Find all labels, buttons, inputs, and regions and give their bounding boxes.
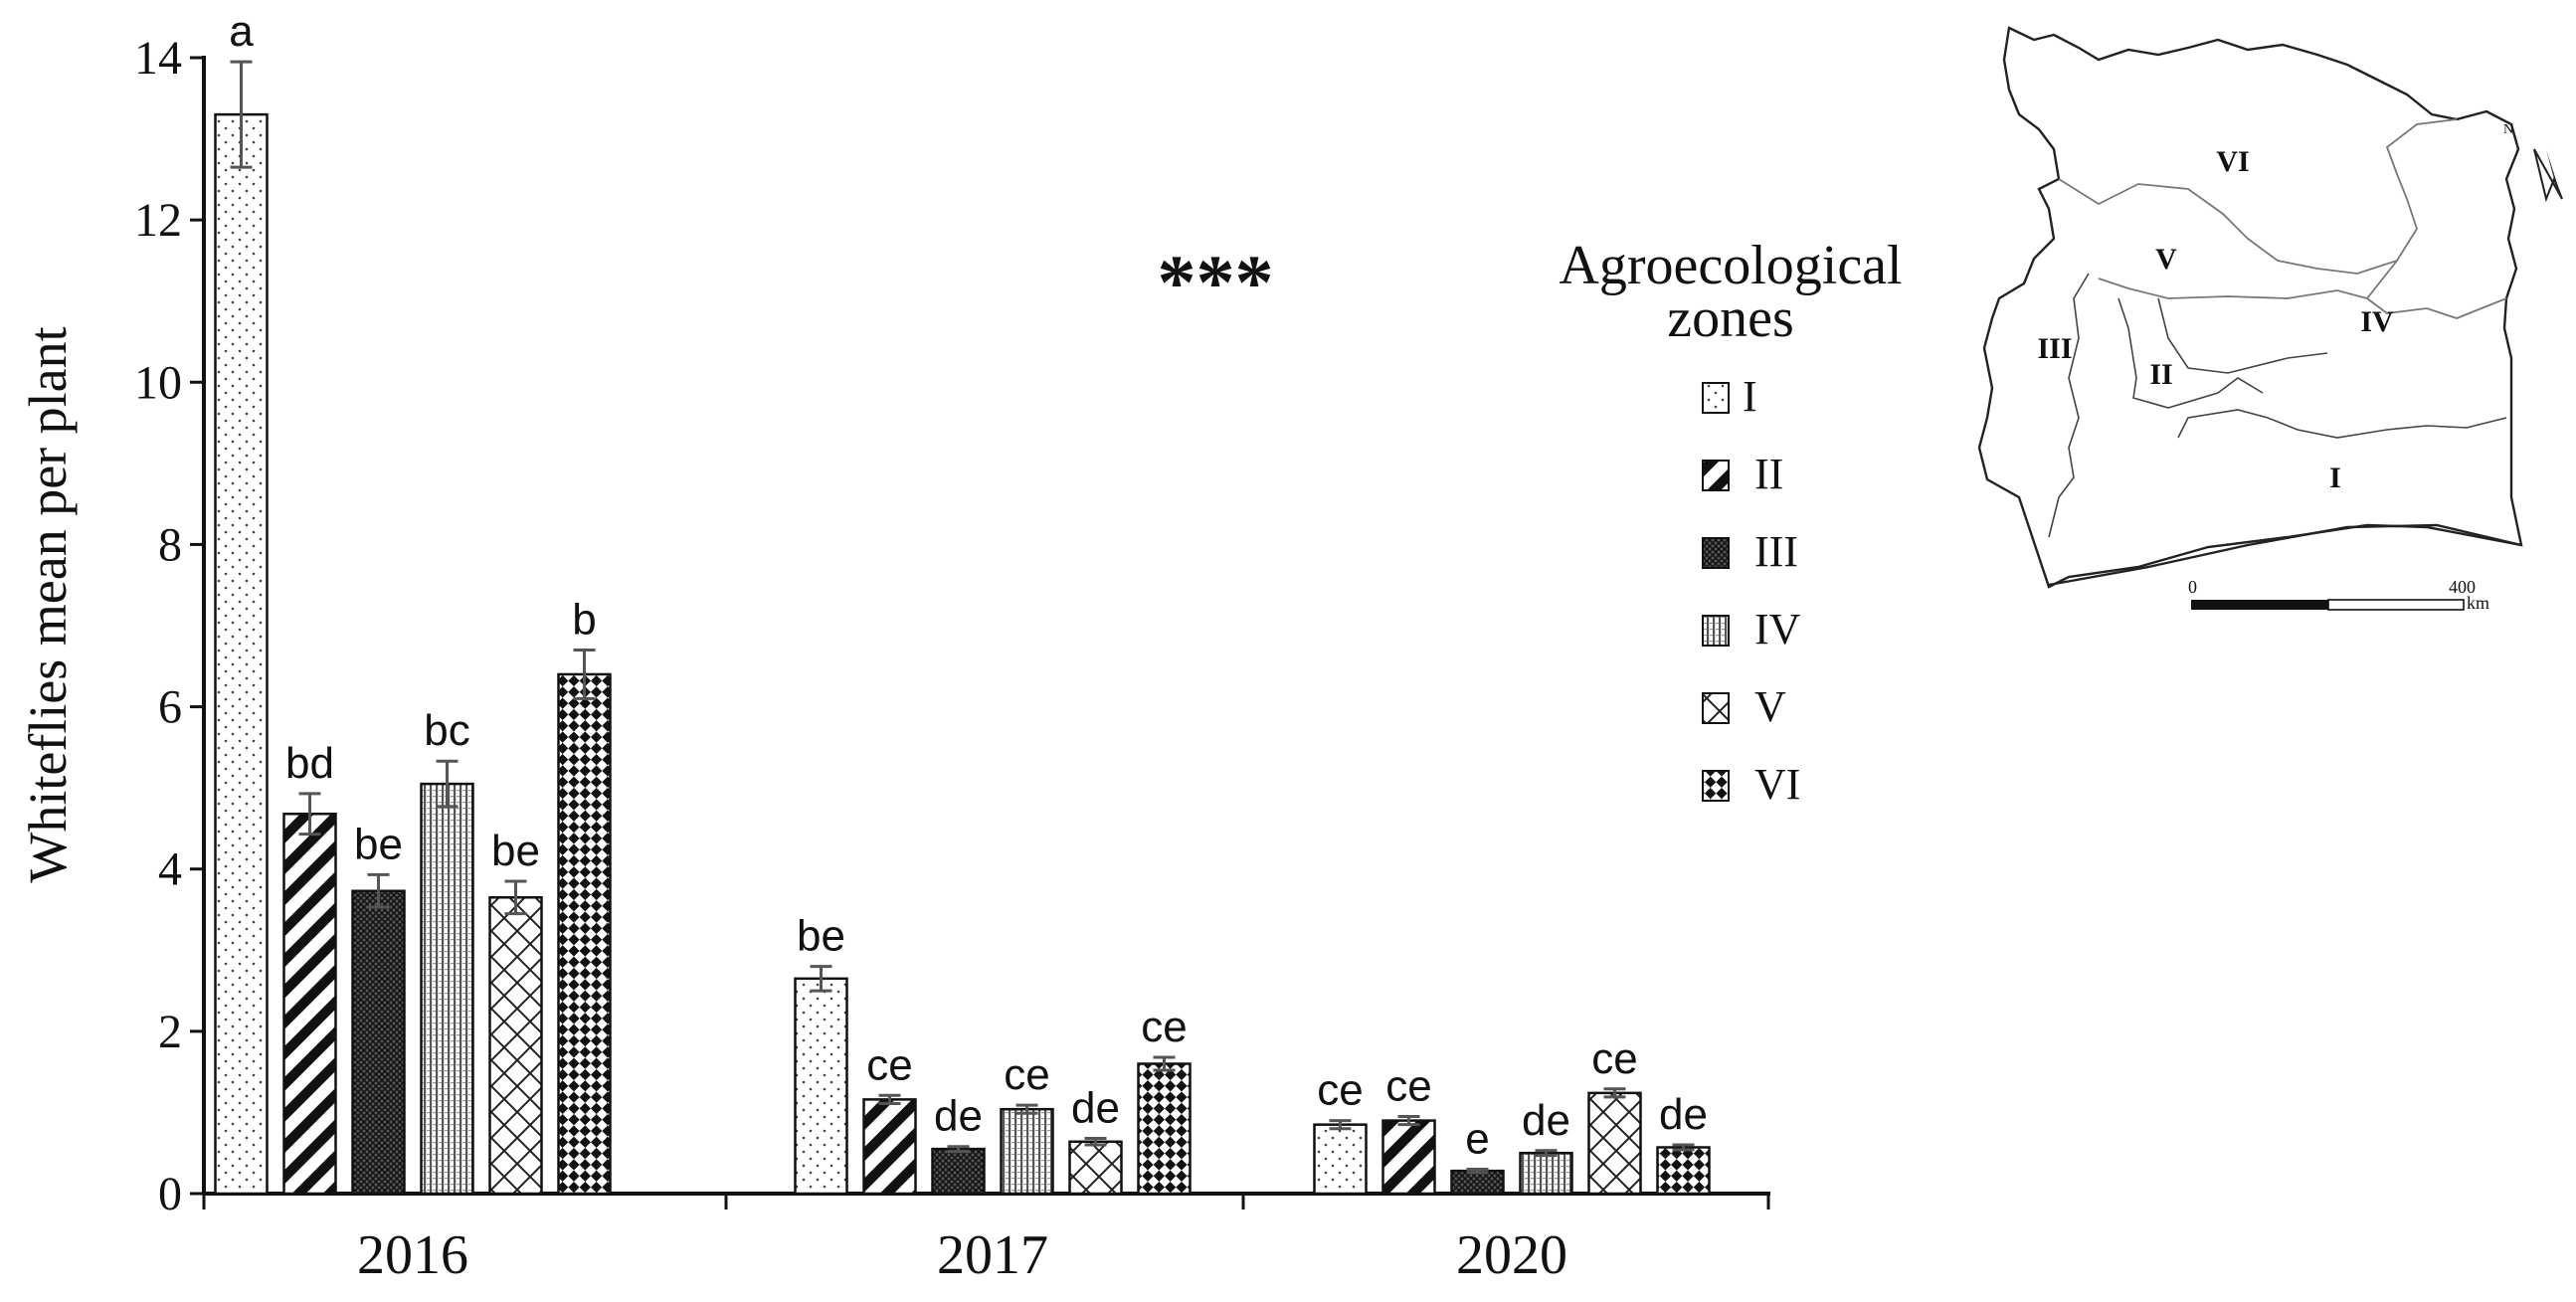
significance-letter: de: [1522, 1096, 1570, 1145]
significance-letter: bd: [285, 739, 334, 788]
legend-swatch: [1702, 692, 1730, 724]
y-tick-label: 2: [158, 1006, 182, 1058]
map-zone-label-iii: III: [2037, 332, 2072, 365]
x-category-label: 2016: [357, 1224, 468, 1286]
map-zone-label-vi: VI: [2216, 145, 2249, 178]
significance-letter: e: [1465, 1115, 1489, 1164]
significance-letter: bc: [424, 706, 469, 755]
north-label: N: [2503, 122, 2513, 137]
legend-label: VI: [1754, 760, 1800, 809]
legend-label: IV: [1754, 605, 1801, 653]
bar: [488, 896, 543, 1196]
axes: 0 2 4 6 8 10 12 14 2016 2017 2020: [134, 32, 1770, 1286]
bar: [1000, 1107, 1054, 1196]
bar: [1519, 1151, 1573, 1196]
bar: [214, 112, 269, 1196]
map-zone-label-ii: II: [2149, 358, 2172, 391]
y-tick-label: 10: [134, 356, 182, 409]
legend-swatch: [1702, 615, 1730, 647]
map-zone-boundary: [2117, 297, 2264, 409]
y-tick-label: 0: [158, 1168, 182, 1220]
significance-letter: ce: [1004, 1050, 1049, 1099]
map-zone-label-i: I: [2329, 462, 2341, 494]
y-axis-label: Whiteflies mean per plant: [18, 326, 78, 882]
scale-label-start: 0: [2188, 577, 2197, 597]
significance-letter: ce: [1385, 1062, 1431, 1111]
significance-letter: ce: [1141, 1003, 1187, 1051]
significance-letter: a: [229, 7, 254, 56]
significance-letter: ce: [1317, 1066, 1363, 1115]
map-scale-bar: [2191, 599, 2465, 611]
legend-swatch: [1702, 537, 1730, 569]
significance-letter: be: [491, 827, 540, 875]
map-zone-label-v: V: [2155, 243, 2177, 276]
y-tick-label: 4: [158, 843, 182, 896]
map-zone-boundary: [2098, 260, 2398, 300]
bar: [420, 782, 474, 1196]
significance-letter: de: [1659, 1090, 1708, 1139]
x-category-label: 2017: [937, 1224, 1048, 1286]
map-zone-boundary: [2048, 273, 2090, 538]
legend-label: II: [1754, 450, 1783, 498]
legend-label: I: [1743, 372, 1757, 421]
significance-letter: be: [354, 820, 403, 868]
bar: [351, 889, 406, 1196]
y-tick-label: 14: [134, 32, 182, 85]
x-category-label: 2020: [1456, 1224, 1567, 1286]
legend-label: III: [1754, 527, 1798, 576]
bar: [1313, 1123, 1368, 1196]
legend-title-line1: Agroecological: [1559, 235, 1902, 296]
map-coast: [2048, 523, 2522, 587]
map-zone-boundary: [2157, 297, 2328, 374]
north-arrow-icon: [2533, 148, 2563, 203]
scale-label-unit: km: [2467, 593, 2489, 613]
bar: [1450, 1169, 1505, 1196]
map-zone-boundary: [2366, 297, 2507, 319]
bar: [282, 812, 337, 1196]
significance-letter: be: [797, 912, 845, 961]
legend-swatch: [1702, 770, 1730, 802]
y-tick-label: 6: [158, 681, 182, 734]
y-tick-label: 12: [134, 194, 182, 247]
significance-letter: ce: [1591, 1034, 1637, 1083]
significance-letter: de: [1071, 1084, 1120, 1133]
map-zone-boundary: [2058, 118, 2458, 275]
significance-letter: de: [934, 1092, 983, 1141]
map-country-outline: [1977, 26, 2523, 589]
bar: [1587, 1091, 1642, 1196]
bar: [1137, 1062, 1192, 1196]
significance-letter: ce: [866, 1040, 912, 1089]
significance-letter: b: [572, 595, 596, 644]
zone-map: VI V IV III II I N 0 400 km: [1977, 26, 2563, 613]
bar: [794, 977, 848, 1196]
bar: [557, 672, 612, 1196]
bar: [1656, 1146, 1711, 1196]
significance-mark: ***: [1158, 239, 1274, 325]
map-zone-label-iv: IV: [2360, 305, 2394, 338]
legend-swatch: [1702, 460, 1730, 491]
bar: [862, 1098, 917, 1196]
y-tick-label: 8: [158, 518, 182, 571]
map-zone-boundary: [2177, 409, 2507, 439]
legend-title-line2: zones: [1667, 287, 1794, 349]
legend-swatch: [1702, 382, 1730, 414]
bar: [931, 1147, 986, 1196]
bar: [1381, 1119, 1436, 1196]
legend-label: V: [1754, 682, 1786, 731]
bar: [1068, 1140, 1123, 1196]
scale-label-end: 400: [2449, 577, 2476, 597]
